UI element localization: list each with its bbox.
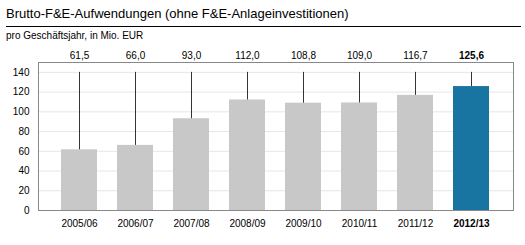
html-text:Brutto-F&E-Aufwendungen (ohne: Brutto-F&E-Aufwendungen (ohne F&E-Anlage… xyxy=(6,6,349,21)
svg-text:2012/13: 2012/13 xyxy=(453,218,490,229)
html-text:pro Geschäftsjahr, in Mio. EUR: pro Geschäftsjahr, in Mio. EUR xyxy=(6,30,144,41)
svg-text:93,0: 93,0 xyxy=(182,50,202,61)
svg-text:2006/07: 2006/07 xyxy=(117,218,154,229)
svg-text:112,0: 112,0 xyxy=(235,50,260,61)
svg-text:60: 60 xyxy=(18,146,30,157)
svg-text:66,0: 66,0 xyxy=(126,50,146,61)
svg-text:140: 140 xyxy=(13,67,30,78)
svg-text:108,8: 108,8 xyxy=(291,50,316,61)
svg-text:2007/08: 2007/08 xyxy=(173,218,210,229)
svg-text:2009/10: 2009/10 xyxy=(285,218,322,229)
svg-text:120: 120 xyxy=(13,86,30,97)
svg-text:2010/11: 2010/11 xyxy=(342,218,378,229)
svg-text:40: 40 xyxy=(18,165,30,176)
svg-text:100: 100 xyxy=(13,106,30,117)
svg-text:80: 80 xyxy=(18,126,30,137)
svg-text:0: 0 xyxy=(24,205,30,216)
svg-text:125,6: 125,6 xyxy=(459,50,484,61)
svg-text:2008/09: 2008/09 xyxy=(229,218,266,229)
svg-text:2005/06: 2005/06 xyxy=(61,218,98,229)
svg-text:109,0: 109,0 xyxy=(347,50,372,61)
svg-text:20: 20 xyxy=(18,185,30,196)
svg-text:61,5: 61,5 xyxy=(70,50,90,61)
svg-text:2011/12: 2011/12 xyxy=(398,218,434,229)
svg-text:116,7: 116,7 xyxy=(403,50,428,61)
